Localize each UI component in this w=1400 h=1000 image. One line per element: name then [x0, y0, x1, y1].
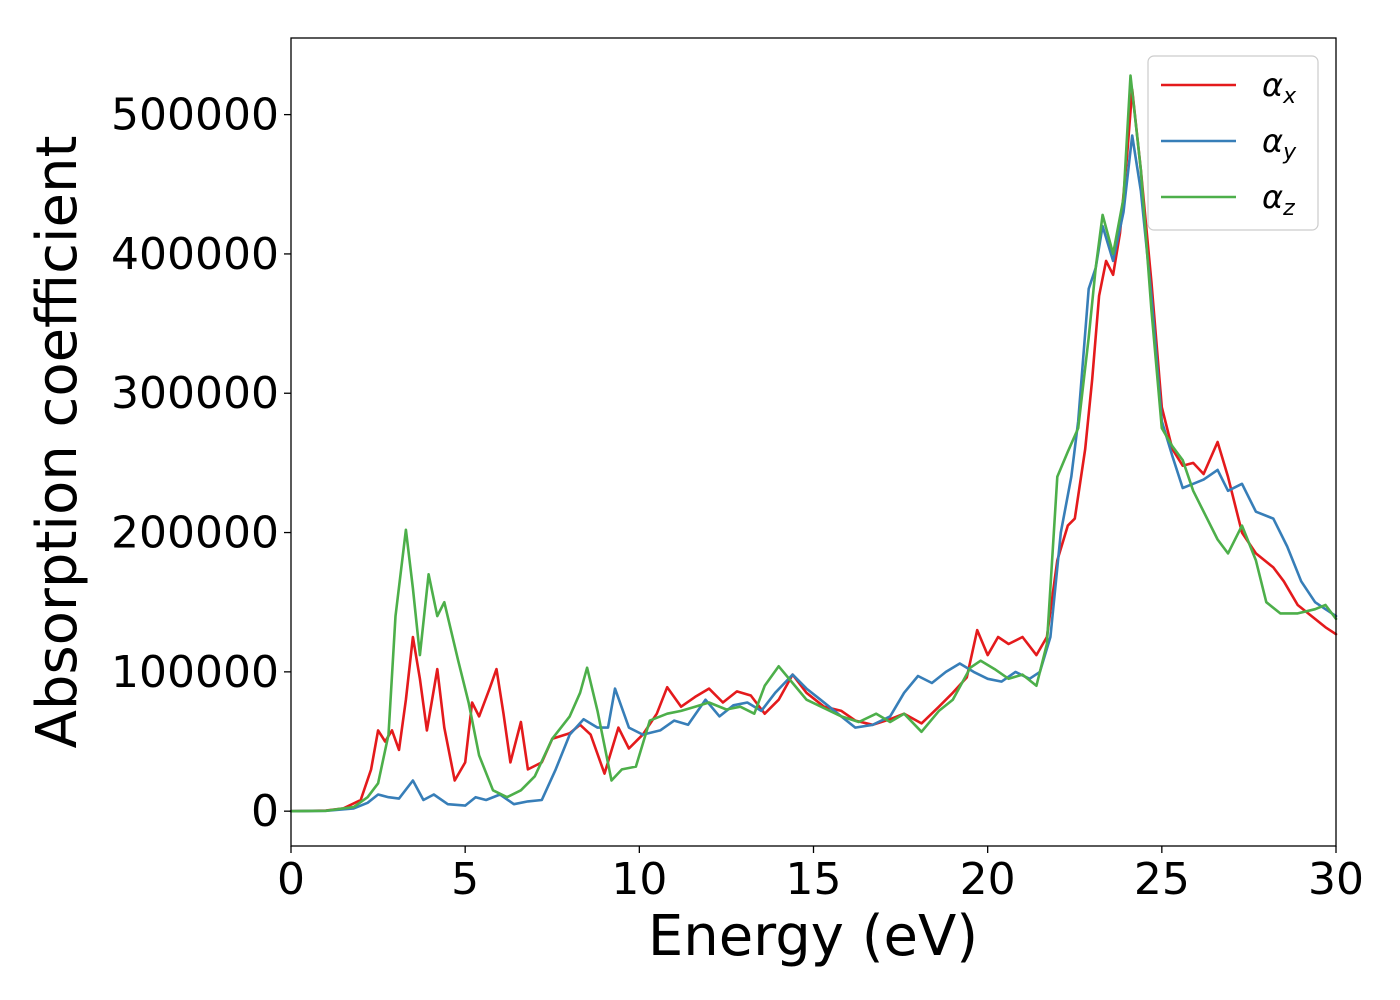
y-tick-label: 400000	[111, 229, 279, 280]
x-axis-title: Energy (eV)	[648, 904, 978, 969]
y-tick-label: 500000	[111, 90, 279, 141]
series-line-y	[289, 134, 1338, 813]
x-tick-label: 10	[611, 854, 667, 905]
series-line-x	[289, 88, 1338, 813]
x-tick-label: 20	[960, 854, 1016, 905]
x-tick-label: 5	[451, 854, 479, 905]
y-tick-label: 100000	[111, 647, 279, 698]
x-tick-label: 30	[1308, 854, 1364, 905]
series-line-z	[289, 74, 1338, 813]
x-axis: 0 5 10 15 20 25 30	[277, 846, 1364, 905]
y-axis: 0 100000 200000 300000 400000 500000	[111, 90, 291, 837]
x-tick-label: 15	[786, 854, 842, 905]
x-tick-label: 0	[277, 854, 305, 905]
y-axis-title: Absorption coefficient	[25, 136, 90, 749]
legend-box	[1147, 55, 1319, 231]
x-tick-label: 25	[1134, 854, 1190, 905]
y-tick-label: 0	[251, 786, 279, 837]
y-tick-label: 200000	[111, 508, 279, 559]
series-layer	[289, 74, 1338, 813]
y-tick-label: 300000	[111, 368, 279, 419]
